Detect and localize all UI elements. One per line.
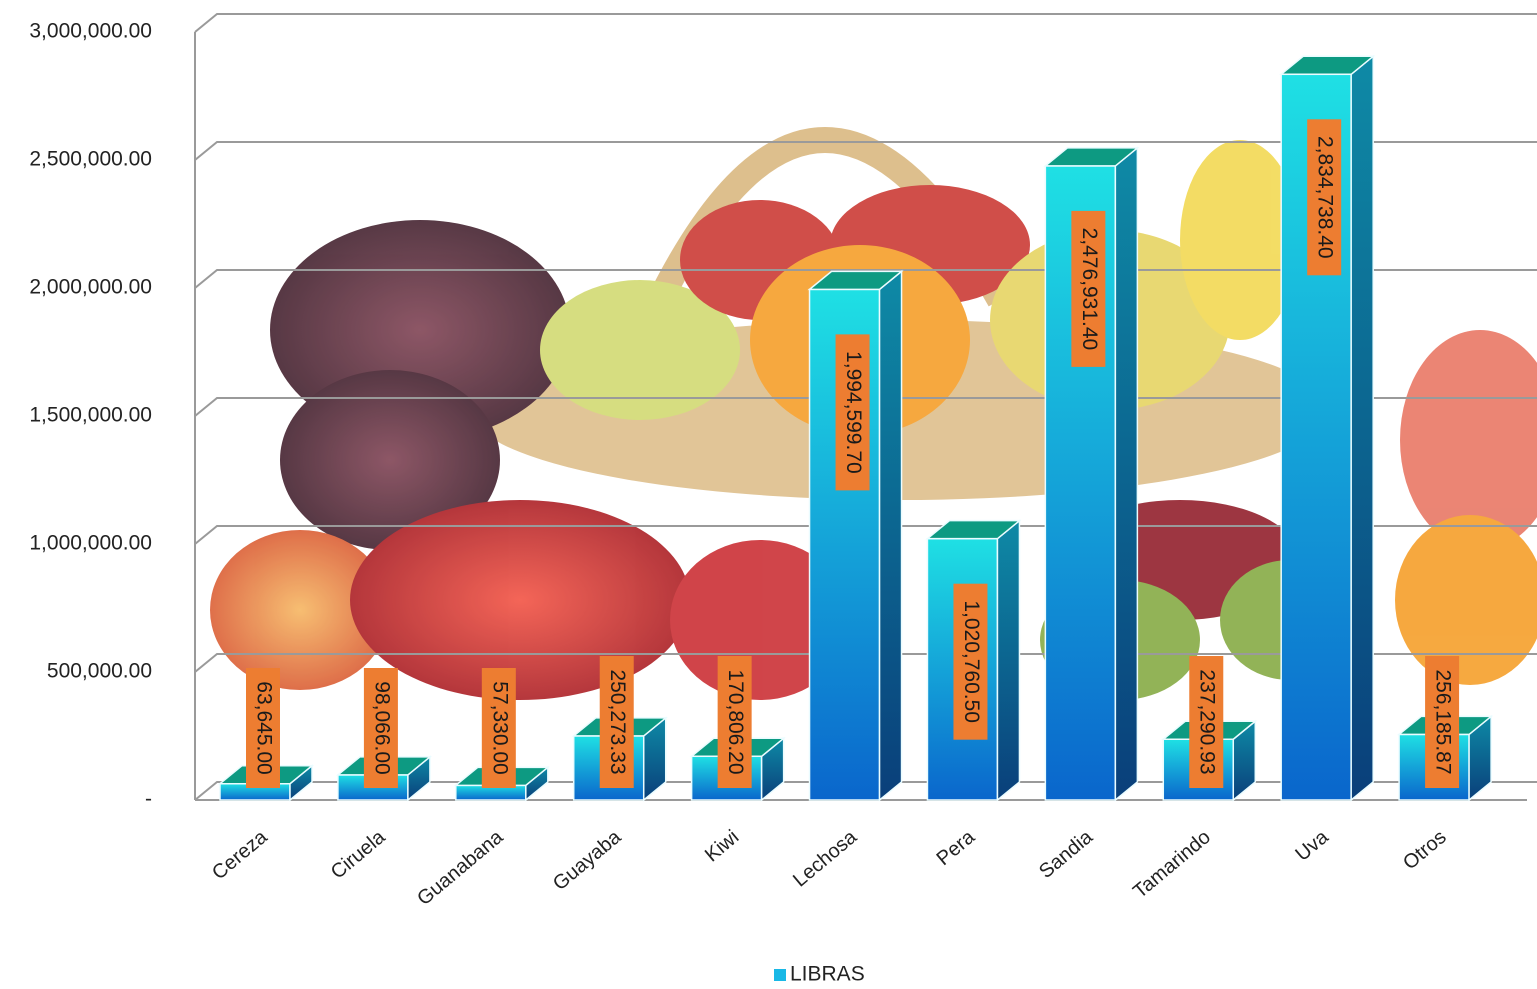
value-label-box xyxy=(1071,210,1106,367)
y-tick-label: 1,500,000.00 xyxy=(29,404,152,427)
value-label: 170,806.20 xyxy=(724,669,747,774)
value-label: 1,994,599.70 xyxy=(842,351,865,474)
value-label: 63,645.00 xyxy=(252,681,275,774)
bar-top xyxy=(925,519,1022,540)
bar-top xyxy=(1279,55,1376,76)
value-label: 256,185.87 xyxy=(1432,669,1455,774)
value-label-box xyxy=(1189,656,1224,788)
x-tick-label: Guanabana xyxy=(413,825,508,910)
x-tick-label: Cereza xyxy=(208,825,272,884)
value-label-box xyxy=(953,583,988,740)
value-label-box xyxy=(363,668,398,788)
x-tick-label: Sandia xyxy=(1035,825,1098,882)
y-tick-label: 2,500,000.00 xyxy=(29,148,152,171)
value-label: 57,330.00 xyxy=(488,681,511,774)
value-label-box xyxy=(481,668,516,788)
grid-line xyxy=(194,13,1537,33)
y-tick-label: 500,000.00 xyxy=(47,660,152,683)
x-tick-label: Lechosa xyxy=(789,825,862,891)
value-label: 98,066.00 xyxy=(370,681,393,774)
value-label-box xyxy=(1425,656,1460,788)
bar xyxy=(925,519,1022,802)
bar-top xyxy=(1043,147,1140,167)
x-tick-label: Otros xyxy=(1399,826,1451,874)
y-tick-label: - xyxy=(145,788,152,811)
y-tick-label: 3,000,000.00 xyxy=(29,20,152,43)
bar-top xyxy=(807,270,904,291)
bar-side xyxy=(878,269,903,802)
y-tick-label: 1,000,000.00 xyxy=(29,532,152,555)
x-tick-label: Pera xyxy=(933,825,980,870)
value-label-box xyxy=(599,656,634,788)
value-label-box xyxy=(246,668,280,788)
y-tick-label: 2,000,000.00 xyxy=(29,276,152,299)
value-label-box xyxy=(717,656,752,788)
legend-label: LIBRAS xyxy=(790,963,865,986)
x-tick-label: Uva xyxy=(1291,825,1333,865)
value-label-box xyxy=(1307,119,1342,276)
x-tick-label: Ciruela xyxy=(327,825,390,883)
value-label: 2,476,931.40 xyxy=(1078,228,1101,351)
value-label-box xyxy=(835,334,870,491)
value-label: 2,834,738.40 xyxy=(1314,136,1337,259)
x-tick-label: Guayaba xyxy=(549,825,626,895)
value-label: 1,020,760.50 xyxy=(960,600,983,723)
x-tick-label: Kiwi xyxy=(701,826,743,866)
bar-side xyxy=(1114,146,1139,802)
bar-side xyxy=(1350,54,1374,802)
legend-swatch xyxy=(774,969,786,981)
grid-line xyxy=(194,141,1537,161)
value-label: 237,290.93 xyxy=(1196,669,1219,774)
value-label: 250,273.33 xyxy=(606,669,629,774)
x-tick-label: Tamarindo xyxy=(1129,826,1215,903)
bar-side xyxy=(996,519,1021,802)
